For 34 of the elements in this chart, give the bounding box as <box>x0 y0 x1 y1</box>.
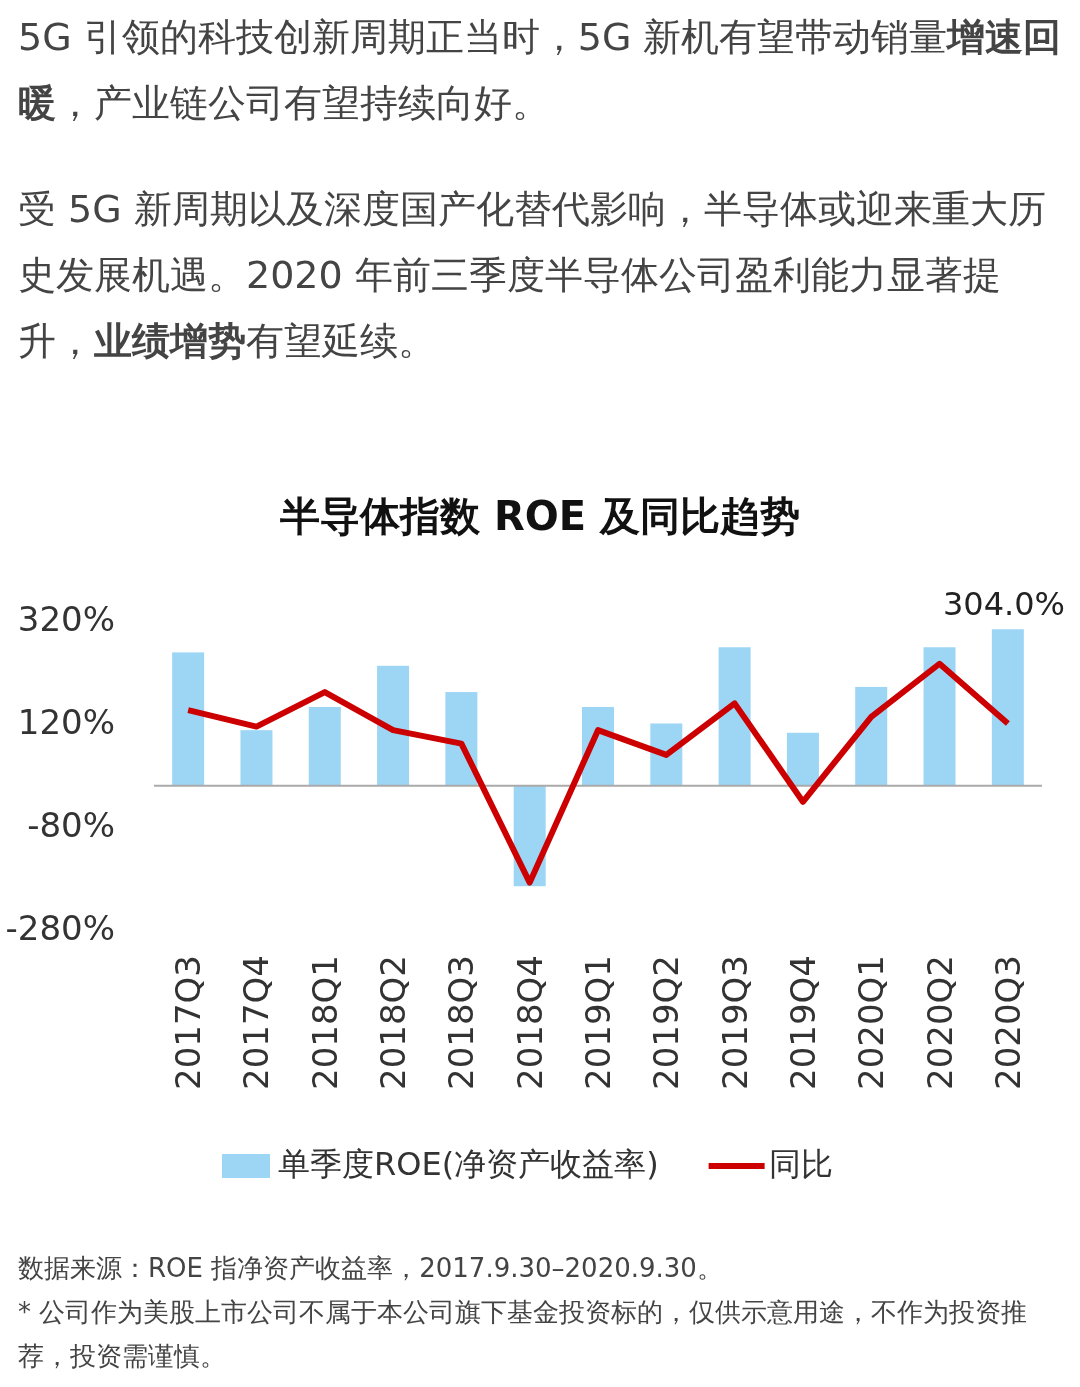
x-tick-label: 2018Q3 <box>441 955 482 1090</box>
bar <box>923 647 956 786</box>
y-tick-label: 320% <box>17 598 115 639</box>
x-tick-label: 2017Q3 <box>168 955 209 1090</box>
x-tick-label: 2019Q4 <box>782 955 823 1090</box>
bar <box>991 629 1024 786</box>
legend-label: 同比 <box>768 1145 833 1183</box>
x-tick-label: 2020Q3 <box>987 955 1028 1090</box>
x-tick-label: 2019Q3 <box>714 955 755 1090</box>
x-tick-label: 2017Q4 <box>236 955 277 1090</box>
text: 5G 引领的科技创新周期正当时，5G 新机有望带动销量增速回暖，产业链公司有望持续向好。 <box>18 15 1062 125</box>
text: * 公司作为美股上市公司不属于本公司旗下基金投资标的，仅供示意用途，不作为投资推荐，投资需谨慎。 <box>18 1296 1029 1373</box>
text: 受 5G 新周期以及深度国产化替代影响，半导体或迎来重大历史发展机遇。2020 年前三季度半导体公司盈利能力显著提升，业绩增势有望延续。 <box>18 186 1047 365</box>
x-tick-label: 2019Q2 <box>646 955 687 1090</box>
y-tick-label: -80% <box>27 804 115 845</box>
chart-title: 半导体指数 ROE 及同比趋势 <box>279 493 800 539</box>
x-tick-label: 2018Q1 <box>304 955 345 1090</box>
x-tick-label: 2019Q1 <box>578 955 618 1090</box>
x-tick-label: 2018Q2 <box>373 955 414 1090</box>
bar <box>718 647 751 786</box>
x-tick-label: 2020Q1 <box>851 955 892 1090</box>
bar <box>786 732 819 786</box>
x-tick-label: 2020Q2 <box>919 955 960 1090</box>
bar <box>308 707 341 786</box>
y-tick-label: -280% <box>5 907 115 948</box>
x-tick-label: 2018Q4 <box>509 955 550 1090</box>
legend-label: 单季度ROE(净资产收益率) <box>278 1145 659 1183</box>
bar <box>377 665 410 786</box>
data-label: 304.0% <box>942 585 1066 624</box>
bar <box>240 730 273 786</box>
y-tick-label: 120% <box>17 701 115 742</box>
bar <box>172 652 205 786</box>
bar <box>855 686 888 786</box>
source-note: 数据来源：ROE 指净资产收益率，2017.9.30–2020.9.30。 <box>18 1252 724 1285</box>
